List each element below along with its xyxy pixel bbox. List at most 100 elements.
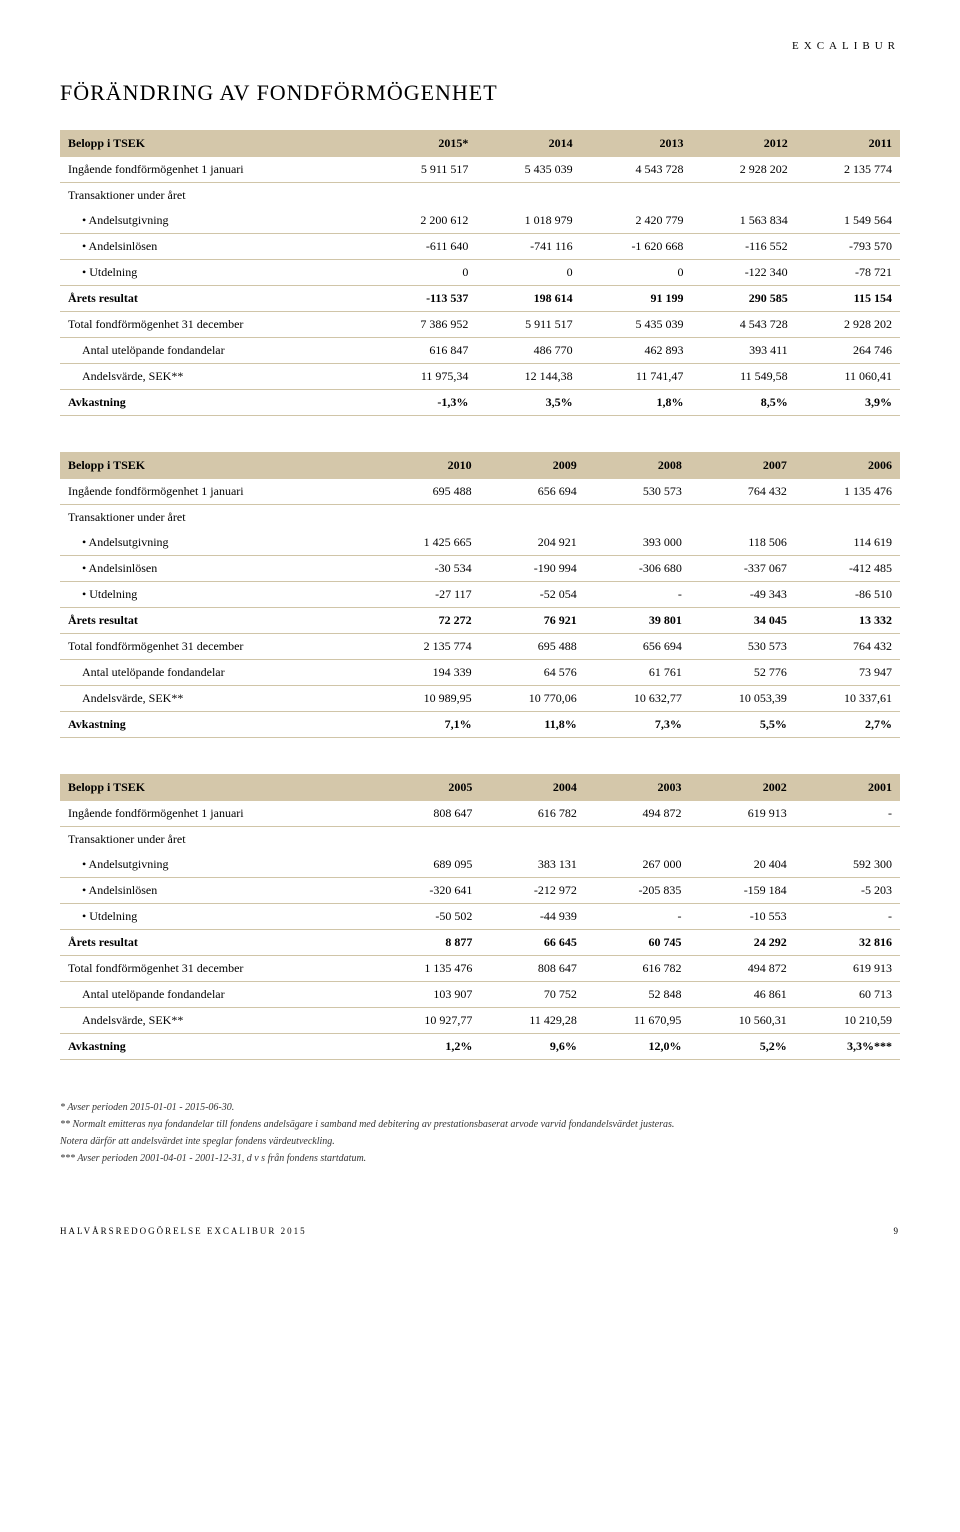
table-cell [795,827,900,853]
table-cell: -86 510 [795,582,900,608]
table-cell: 5 435 039 [476,157,580,183]
table-cell: Antal utelöpande fondandelar [60,982,375,1008]
table-cell: 1 135 476 [375,956,480,982]
table-cell: 4 543 728 [691,312,795,338]
table-cell: 8,5% [691,390,795,416]
table-cell: 494 872 [585,801,690,827]
table-cell: 20 404 [689,852,794,878]
column-header: 2001 [795,774,900,801]
column-header: 2004 [480,774,585,801]
table-cell: -52 054 [480,582,585,608]
table-cell: Avkastning [60,1034,375,1060]
column-header: 2009 [480,452,585,479]
table-cell: 267 000 [585,852,690,878]
table-cell: 264 746 [796,338,900,364]
table-cell: 7,3% [585,712,690,738]
table-cell: -44 939 [480,904,585,930]
table-cell: Årets resultat [60,286,372,312]
table-row: Andelsvärde, SEK**10 927,7711 429,2811 6… [60,1008,900,1034]
table-cell: 66 645 [480,930,585,956]
table-cell: 7 386 952 [372,312,476,338]
table-cell: 118 506 [690,530,795,556]
footer-left: HALVÅRSREDOGÖRELSE EXCALIBUR 2015 [60,1226,307,1236]
table-cell: 486 770 [476,338,580,364]
table-cell: -159 184 [689,878,794,904]
table-cell [795,505,900,531]
table-cell: 39 801 [585,608,690,634]
page-footer: HALVÅRSREDOGÖRELSE EXCALIBUR 2015 9 [60,1226,900,1236]
page-title: FÖRÄNDRING AV FONDFÖRMÖGENHET [60,80,900,106]
table-row: Antal utelöpande fondandelar616 847486 7… [60,338,900,364]
table-cell: 10 632,77 [585,686,690,712]
table-cell: 91 199 [581,286,692,312]
table-row: Avkastning7,1%11,8%7,3%5,5%2,7% [60,712,900,738]
table-cell: 4 543 728 [581,157,692,183]
table-cell: -10 553 [689,904,794,930]
table-cell: 8 877 [375,930,480,956]
column-header: 2006 [795,452,900,479]
table-cell: 52 776 [690,660,795,686]
column-header: 2015* [372,130,476,157]
table-cell: 12,0% [585,1034,690,1060]
table-row: • Utdelning000-122 340-78 721 [60,260,900,286]
table-cell: 808 647 [375,801,480,827]
table-row: • Andelsinlösen-30 534-190 994-306 680-3… [60,556,900,582]
table-cell: • Andelsutgivning [60,852,375,878]
table-cell: Årets resultat [60,930,375,956]
table-cell: 52 848 [585,982,690,1008]
column-header: 2008 [585,452,690,479]
table-cell: 530 573 [585,479,690,505]
table-cell: 70 752 [480,982,585,1008]
table-cell: -306 680 [585,556,690,582]
table-cell [796,183,900,209]
footnote-line: ** Normalt emitteras nya fondandelar til… [60,1117,900,1132]
table-cell: • Andelsinlösen [60,878,375,904]
table-cell: 616 782 [585,956,690,982]
table-cell: 764 432 [690,479,795,505]
table-cell: 1,2% [375,1034,480,1060]
table-cell: 383 131 [480,852,585,878]
table-cell: -49 343 [690,582,795,608]
table-cell: 13 332 [795,608,900,634]
table-cell: Total fondförmögenhet 31 december [60,956,375,982]
table-cell: 808 647 [480,956,585,982]
table-cell: 10 560,31 [689,1008,794,1034]
table-cell: Transaktioner under året [60,827,375,853]
table-cell: 1 018 979 [476,208,580,234]
table-cell: 530 573 [690,634,795,660]
table-cell: 695 488 [480,634,585,660]
table-cell: 3,9% [796,390,900,416]
table-cell: -212 972 [480,878,585,904]
table-cell: 11 060,41 [796,364,900,390]
table-cell: -611 640 [372,234,476,260]
table-cell: 1,8% [581,390,692,416]
table-cell: 10 927,77 [375,1008,480,1034]
table-cell: Ingående fondförmögenhet 1 januari [60,479,375,505]
table-cell: Total fondförmögenhet 31 december [60,634,375,660]
table-cell: Total fondförmögenhet 31 december [60,312,372,338]
table-cell: 115 154 [796,286,900,312]
table-cell [476,183,580,209]
table-cell: 11 670,95 [585,1008,690,1034]
table-row: Antal utelöpande fondandelar103 90770 75… [60,982,900,1008]
table-cell: -78 721 [796,260,900,286]
table-row: Total fondförmögenhet 31 december1 135 4… [60,956,900,982]
table-cell: • Andelsutgivning [60,530,375,556]
table-row: • Utdelning-27 117-52 054--49 343-86 510 [60,582,900,608]
table-cell: Årets resultat [60,608,375,634]
table-row: Transaktioner under året [60,827,900,853]
table-row: Ingående fondförmögenhet 1 januari695 48… [60,479,900,505]
table-row: • Andelsutgivning1 425 665204 921393 000… [60,530,900,556]
table-cell: 198 614 [476,286,580,312]
column-header: Belopp i TSEK [60,130,372,157]
table-cell: 689 095 [375,852,480,878]
column-header: 2011 [796,130,900,157]
table-row: Avkastning1,2%9,6%12,0%5,2%3,3%*** [60,1034,900,1060]
table-cell: 103 907 [375,982,480,1008]
table-cell [375,827,480,853]
table-cell: 0 [476,260,580,286]
table-cell: 5,5% [690,712,795,738]
table-cell: 592 300 [795,852,900,878]
table-cell: • Utdelning [60,260,372,286]
column-header: 2005 [375,774,480,801]
